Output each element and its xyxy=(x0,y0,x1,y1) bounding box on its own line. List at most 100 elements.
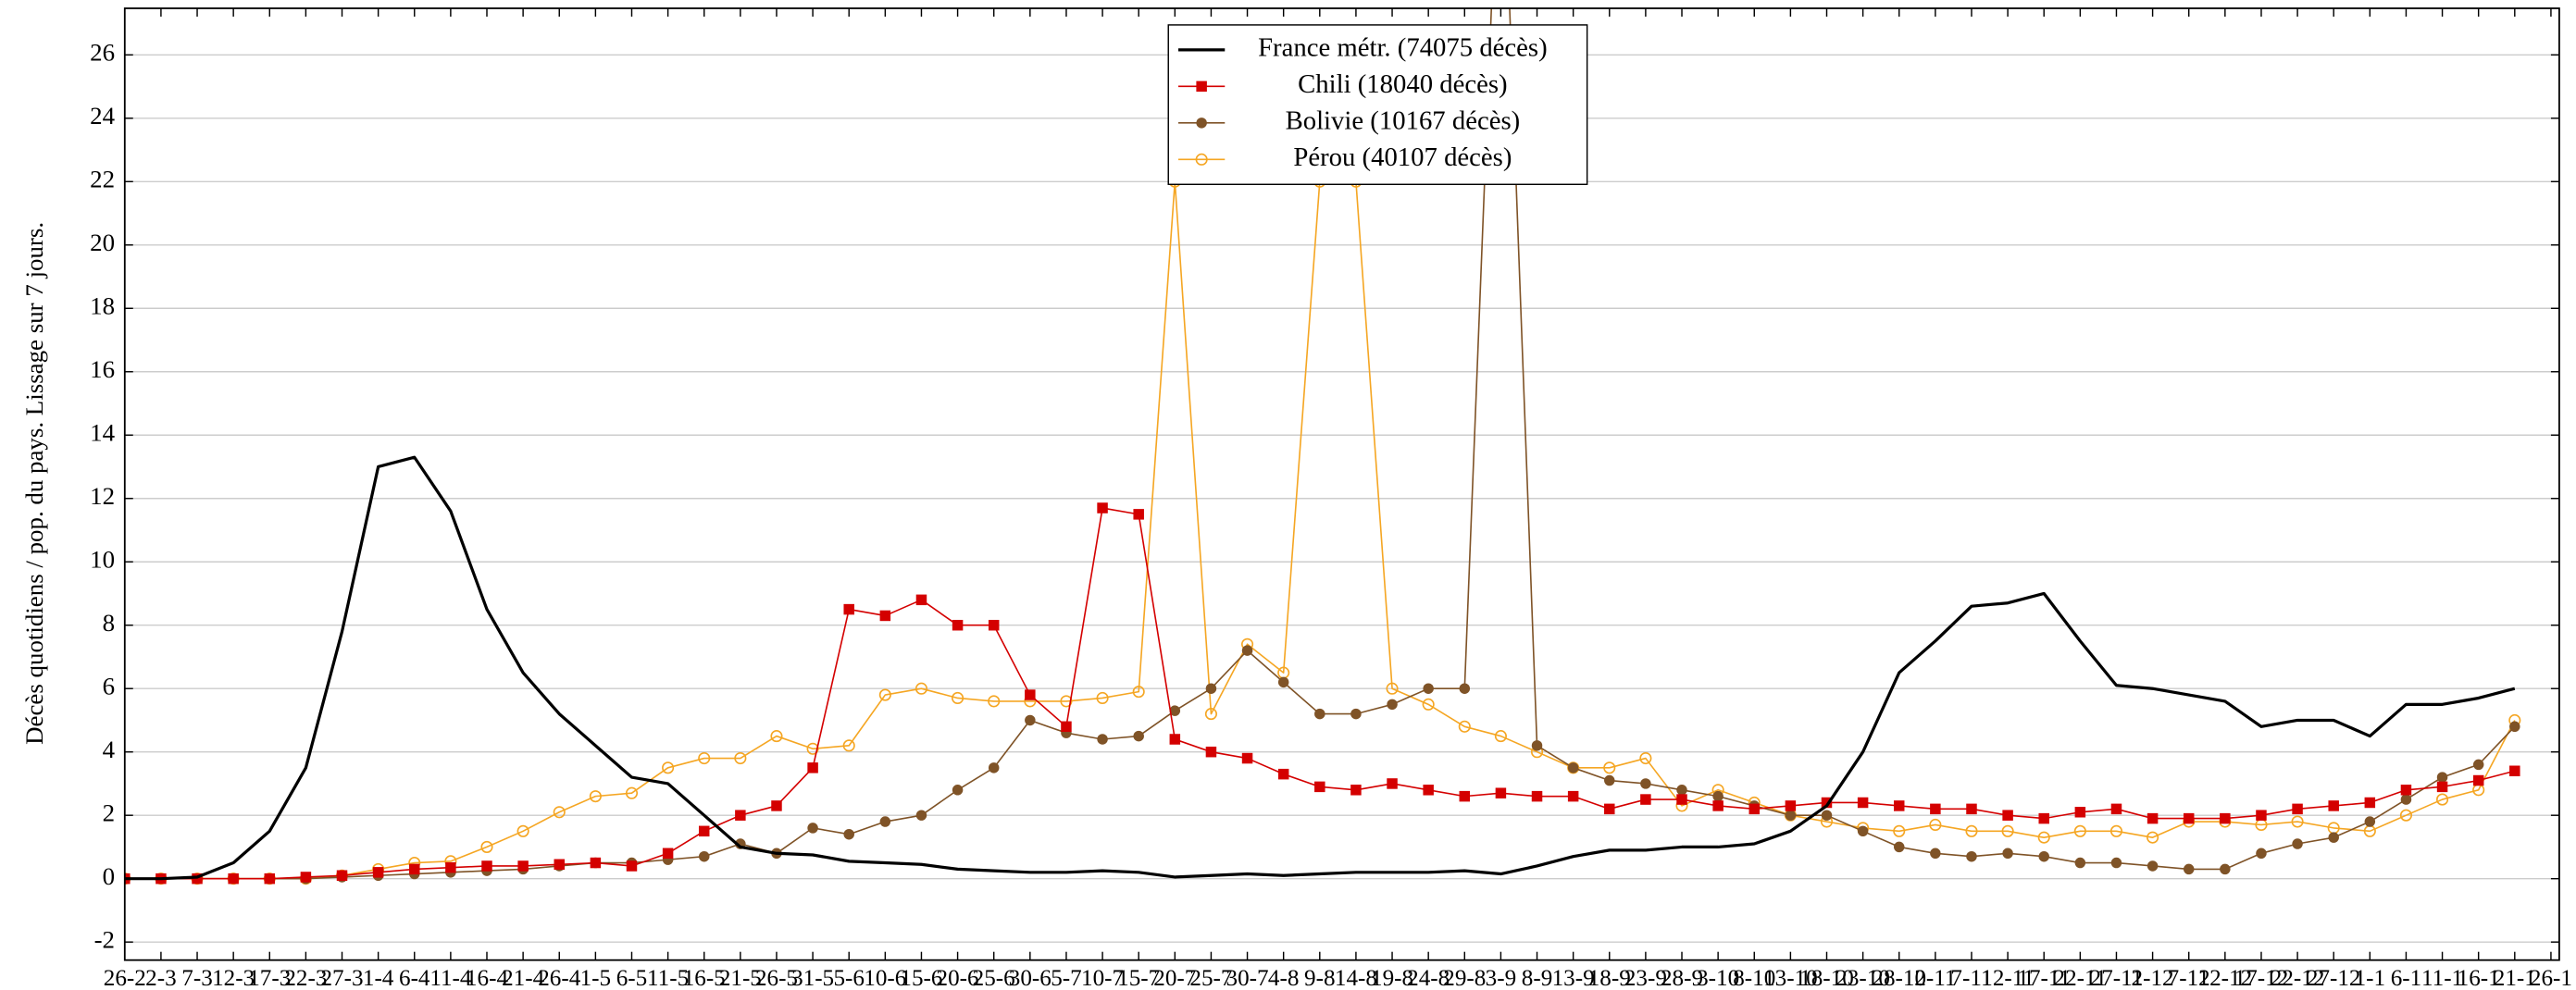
x-tick-label: 27-12 xyxy=(2307,966,2361,990)
marker xyxy=(1640,778,1651,789)
marker xyxy=(1893,824,1906,837)
x-tick-label: 17-12 xyxy=(2234,966,2289,990)
marker xyxy=(554,859,565,871)
marker xyxy=(2509,721,2520,733)
marker xyxy=(589,790,602,803)
x-tick-label: 26-1 xyxy=(2530,966,2572,990)
marker xyxy=(988,762,1000,773)
marker xyxy=(1676,785,1687,796)
marker xyxy=(2364,816,2376,827)
marker xyxy=(1712,800,1724,811)
marker xyxy=(2109,824,2123,837)
marker xyxy=(2037,831,2050,844)
marker xyxy=(1893,841,1905,853)
marker xyxy=(988,695,1001,708)
y-tick-label: 24 xyxy=(90,102,115,130)
marker xyxy=(2183,812,2195,824)
x-tick-label: 31-5 xyxy=(791,966,834,990)
y-axis-label: Décès quotidiens / pop. du pays. Lissage… xyxy=(20,222,48,745)
x-tick-label: 22-12 xyxy=(2271,966,2325,990)
marker xyxy=(843,828,854,840)
y-tick-label: 2 xyxy=(103,798,115,826)
marker xyxy=(1893,800,1905,811)
x-tick-label: 27-11 xyxy=(2090,966,2144,990)
marker xyxy=(1314,781,1325,793)
marker xyxy=(2110,803,2122,815)
marker xyxy=(1785,810,1797,821)
y-tick-label: 16 xyxy=(90,355,115,383)
series-line xyxy=(124,455,2516,881)
x-tick-label: 5-6 xyxy=(833,966,864,990)
marker xyxy=(735,810,746,821)
marker xyxy=(2400,785,2412,796)
x-tick-label: 17-11 xyxy=(2017,966,2071,990)
x-tick-label: 21-4 xyxy=(502,966,544,990)
marker xyxy=(1132,686,1145,699)
marker xyxy=(2328,800,2339,811)
marker xyxy=(2002,848,2013,860)
x-tick-label: 1-1 xyxy=(2355,966,2385,990)
marker xyxy=(1676,794,1687,805)
marker xyxy=(2183,863,2195,875)
marker xyxy=(1821,797,1833,809)
marker xyxy=(264,872,276,885)
y-tick-label: -2 xyxy=(94,925,115,953)
marker xyxy=(1205,683,1217,694)
legend-label: Chili (18040 décès) xyxy=(1298,69,1508,99)
marker xyxy=(1603,761,1616,774)
x-tick-label: 12-3 xyxy=(212,966,255,990)
marker xyxy=(1459,683,1471,694)
marker xyxy=(1060,695,1073,708)
marker xyxy=(2436,772,2448,783)
marker xyxy=(2147,860,2159,872)
x-tick-label: 22-11 xyxy=(2054,966,2108,990)
y-tick-label: 12 xyxy=(90,482,115,510)
marker xyxy=(1930,848,1941,860)
x-tick-label: 2-11 xyxy=(1914,966,1956,990)
x-tick-label: 18-10 xyxy=(1799,966,1854,990)
x-tick-label: 7-11 xyxy=(1950,966,1992,990)
x-tick-label: 2-3 xyxy=(145,966,177,990)
marker xyxy=(2220,863,2231,875)
marker xyxy=(1857,797,1869,809)
marker xyxy=(1458,720,1471,733)
marker xyxy=(1857,825,1869,837)
marker xyxy=(662,848,674,860)
marker xyxy=(807,823,818,834)
marker xyxy=(698,751,711,765)
marker xyxy=(2364,797,2376,809)
marker xyxy=(1640,794,1651,805)
x-tick-label: 24-8 xyxy=(1407,966,1450,990)
x-tick-label: 3-10 xyxy=(1697,966,1739,990)
marker xyxy=(1241,645,1253,656)
x-tick-label: 11-1 xyxy=(2421,966,2463,990)
marker xyxy=(2002,810,2013,821)
x-tick-label: 9-8 xyxy=(1304,966,1336,990)
x-tick-label: 16-4 xyxy=(466,966,508,990)
x-tick-label: 23-10 xyxy=(1836,966,1890,990)
y-tick-label: 8 xyxy=(103,609,115,637)
x-tick-label: 23-9 xyxy=(1624,966,1667,990)
marker xyxy=(517,860,529,872)
marker xyxy=(1204,708,1217,721)
marker xyxy=(1133,730,1144,742)
marker xyxy=(2074,807,2086,818)
legend-marker xyxy=(1196,118,1207,129)
marker xyxy=(1169,734,1181,745)
plot-frame xyxy=(123,7,2560,961)
x-tick-label: 14-8 xyxy=(1335,966,1377,990)
marker xyxy=(1387,699,1398,711)
legend-marker xyxy=(1195,153,1208,166)
y-tick-label: 26 xyxy=(90,38,115,66)
x-tick-label: 2-12 xyxy=(2132,966,2174,990)
marker xyxy=(1639,751,1652,765)
x-tick-label: 8-9 xyxy=(1522,966,1552,990)
marker xyxy=(2400,794,2412,805)
y-tick-label: 18 xyxy=(90,291,115,319)
marker xyxy=(1930,803,1941,815)
marker xyxy=(336,870,348,881)
x-tick-label: 15-6 xyxy=(900,966,942,990)
marker xyxy=(1966,803,1977,815)
marker xyxy=(1097,502,1108,514)
